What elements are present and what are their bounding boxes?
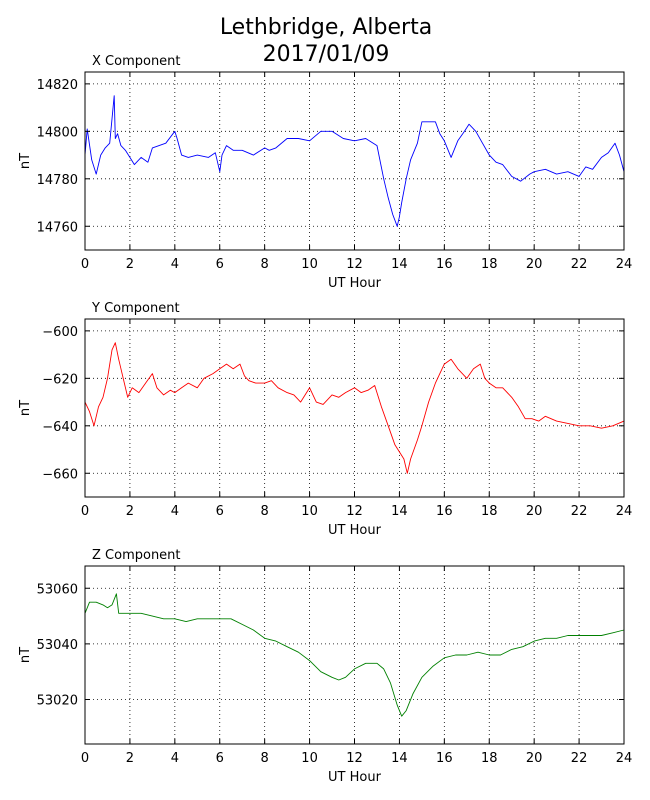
y-component-xtick-label-0: 0 [81,504,89,519]
y-component-ytick-label--620: −620 [42,372,78,387]
z-component-xtick-label-16: 16 [436,751,453,766]
y-component-xtick-label-8: 8 [261,504,269,519]
z-component-xtick-label-10: 10 [301,751,318,766]
z-component-xtick-label-18: 18 [481,751,498,766]
y-component-xtick-label-24: 24 [616,504,633,519]
x-component-ytick-label-14800: 14800 [37,125,78,140]
z-component-ytick-label-53040: 53040 [37,638,78,653]
y-component-xtick-label-10: 10 [301,504,318,519]
y-component-trace [84,342,625,474]
y-component-ylabel: nT [18,400,33,416]
y-component-ytick-label--660: −660 [42,467,78,482]
y-component-xtick-label-16: 16 [436,504,453,519]
x-component-ytick-label-14780: 14780 [37,173,78,188]
z-component-ytick-label-53020: 53020 [37,694,78,709]
x-component-ytick-label-14760: 14760 [37,220,78,235]
z-component-xtick-label-24: 24 [616,751,633,766]
x-component-xtick-label-14: 14 [391,257,408,272]
x-component-xlabel: UT Hour [328,276,382,291]
z-component-xtick-label-14: 14 [391,751,408,766]
x-component-xtick-label-20: 20 [526,257,543,272]
z-component-xtick-label-4: 4 [171,751,179,766]
z-component-xtick-label-20: 20 [526,751,543,766]
y-component-ytick-label--600: −600 [42,325,78,340]
y-component-xtick-label-22: 22 [571,504,588,519]
x-component-trace [84,95,625,227]
x-component-title: X Component [92,54,181,69]
y-component-xtick-label-14: 14 [391,504,408,519]
x-component-panel: 0 2 4 6 8 10 12 14 16 18 20 22 241476014780148001482… [18,54,632,291]
y-component-xtick-label-18: 18 [481,504,498,519]
x-component-xtick-label-2: 2 [126,257,134,272]
y-component-xtick-label-2: 2 [126,504,134,519]
z-component-xtick-label-12: 12 [346,751,363,766]
x-component-xtick-label-16: 16 [436,257,453,272]
y-component-xtick-label-6: 6 [216,504,224,519]
x-component-xtick-label-10: 10 [301,257,318,272]
x-component-xtick-label-8: 8 [261,257,269,272]
z-component-xtick-label-8: 8 [261,751,269,766]
x-component-xtick-label-6: 6 [216,257,224,272]
x-component-xtick-label-24: 24 [616,257,633,272]
x-component-ylabel: nT [18,153,33,169]
y-component-xtick-label-20: 20 [526,504,543,519]
z-component-xlabel: UT Hour [328,770,382,785]
z-component-xtick-label-0: 0 [81,751,89,766]
x-component-xtick-label-12: 12 [346,257,363,272]
x-component-ytick-label-14820: 14820 [37,78,78,93]
z-component-title: Z Component [92,548,181,563]
y-component-xlabel: UT Hour [328,523,382,538]
figure-title-line-1: Lethbridge, Alberta [220,15,432,40]
z-component-ylabel: nT [18,647,33,663]
x-component-xtick-label-18: 18 [481,257,498,272]
z-component-xtick-label-6: 6 [216,751,224,766]
y-component-xtick-label-12: 12 [346,504,363,519]
y-component-title: Y Component [91,301,180,316]
z-component-xtick-label-22: 22 [571,751,588,766]
figure-title-line-2: 2017/01/09 [263,42,390,67]
y-component-ytick-label--640: −640 [42,420,78,435]
x-component-xtick-label-22: 22 [571,257,588,272]
z-component-ytick-label-53060: 53060 [37,582,78,597]
z-component-xtick-label-2: 2 [126,751,134,766]
x-component-xtick-label-0: 0 [81,257,89,272]
z-component-trace [84,593,625,717]
x-component-xtick-label-4: 4 [171,257,179,272]
y-component-xtick-label-4: 4 [171,504,179,519]
